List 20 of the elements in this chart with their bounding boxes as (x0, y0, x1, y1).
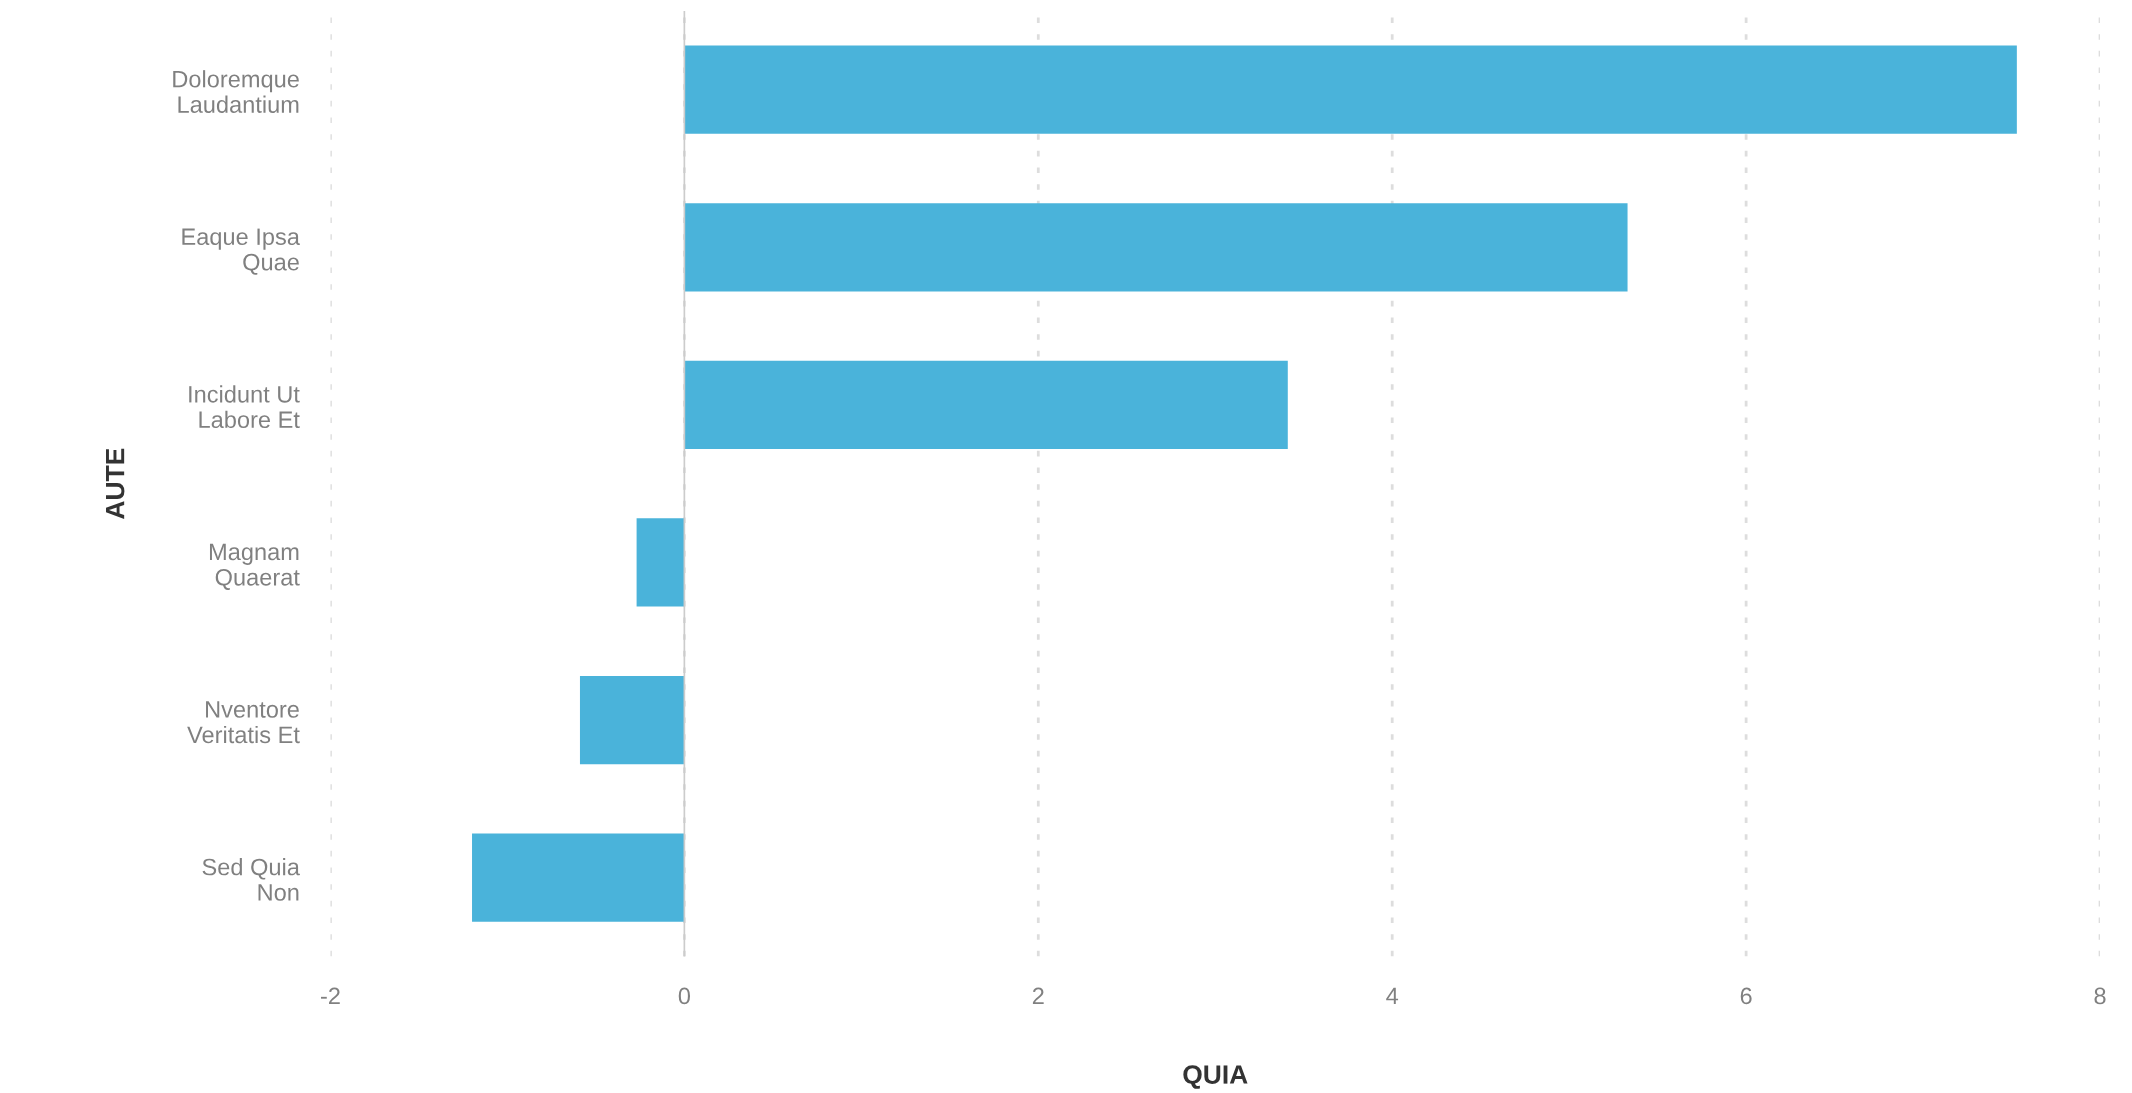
x-tick-label: 2 (1032, 987, 1044, 1005)
x-tick-label: 6 (1740, 987, 1752, 1005)
x-axis-title: QUIA (1183, 1065, 1248, 1089)
bar (579, 675, 685, 765)
bar (472, 833, 685, 922)
y-tick-label: Nventore Veritatis Et (187, 701, 300, 744)
y-tick-label: Magnam Quaerat (209, 543, 300, 590)
y-tick-label: Incidunt Ut Labore Et (189, 385, 300, 429)
x-tick-label: 0 (678, 987, 691, 1005)
x-tick-label: 8 (2094, 987, 2106, 1005)
y-tick-label: Sed Quia Non (202, 858, 300, 901)
bar (684, 45, 2017, 134)
x-tick-label: -2 (321, 987, 340, 1005)
x-tick-label: 4 (1386, 987, 1399, 1005)
bar (684, 203, 1628, 292)
y-axis-title: AUTE (106, 448, 125, 519)
bar (684, 360, 1288, 449)
y-tick-label: Doloremque Laudantium (173, 70, 299, 113)
y-tick-label: Eaque Ipsa Quae (182, 228, 300, 275)
bar (636, 518, 685, 607)
